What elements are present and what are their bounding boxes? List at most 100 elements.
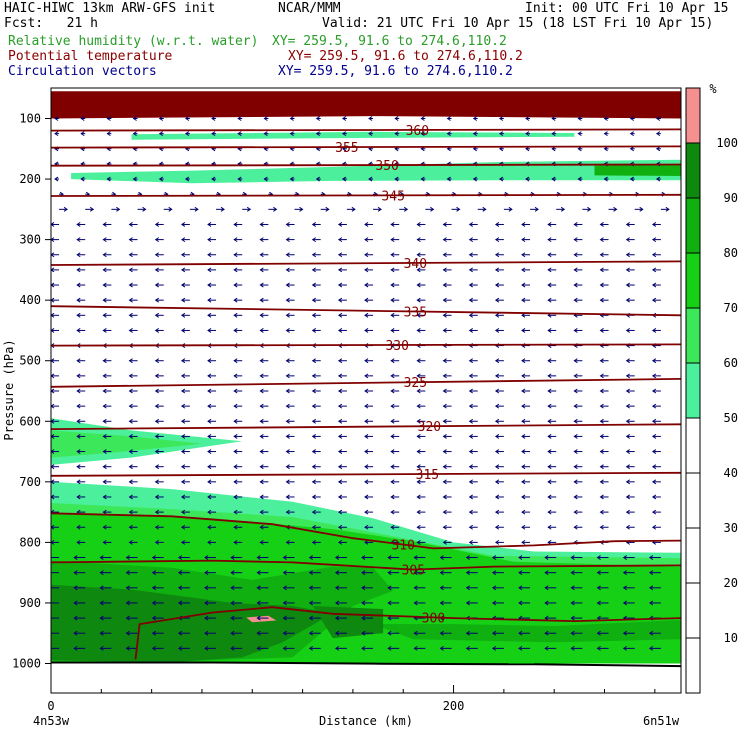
- vector-arrowhead: [651, 434, 657, 439]
- vector-arrowhead: [416, 312, 421, 318]
- vector-arrowhead: [498, 116, 504, 121]
- vector-arrowhead: [665, 206, 670, 212]
- vector-arrowhead: [158, 131, 163, 137]
- colorbar-tick-label: 50: [724, 411, 738, 425]
- vector-arrowhead: [76, 297, 81, 303]
- vector-arrowhead: [263, 176, 268, 182]
- vector-arrowhead: [125, 630, 130, 636]
- vector-arrowhead: [128, 479, 133, 485]
- vector-arrowhead: [211, 131, 216, 137]
- vector-arrowhead: [102, 524, 107, 530]
- vector-arrowhead: [128, 282, 133, 288]
- vector-arrowhead: [570, 645, 575, 651]
- vector-arrowhead: [573, 282, 578, 288]
- vector-arrowhead: [390, 373, 395, 379]
- vector-arrowhead: [311, 388, 316, 394]
- vector-arrowhead: [521, 237, 526, 243]
- vector-arrowhead: [154, 539, 159, 545]
- vector-arrowhead: [368, 131, 373, 137]
- vector-arrowhead: [573, 358, 578, 364]
- vector-arrowhead: [442, 252, 447, 258]
- vector-arrowhead: [204, 555, 209, 560]
- vector-arrowhead: [73, 585, 78, 591]
- rh-region-rh_100_box-7: [246, 615, 277, 623]
- theta-label-355: 355: [335, 141, 358, 156]
- vector-arrowhead: [651, 267, 657, 273]
- vector-arrowhead: [285, 297, 290, 303]
- vector-arrowhead: [106, 116, 111, 121]
- vector-arrowhead: [573, 509, 578, 515]
- vector-arrowhead: [648, 645, 654, 651]
- vector-arrowhead: [311, 524, 316, 530]
- theta-label-325: 325: [404, 376, 427, 391]
- vector-arrowhead: [442, 509, 447, 515]
- vector-arrowhead: [651, 524, 657, 530]
- vector-arrowhead: [599, 494, 604, 500]
- vector-arrowhead: [230, 585, 235, 591]
- vector-arrowhead: [655, 146, 661, 152]
- vector-arrowhead: [651, 373, 657, 379]
- vector-arrowhead: [573, 222, 578, 227]
- vector-arrowhead: [390, 494, 395, 500]
- vector-arrowhead: [233, 328, 238, 333]
- vector-arrowhead: [73, 600, 78, 606]
- colorbar-tick-label: 70: [724, 301, 738, 315]
- vector-arrowhead: [416, 237, 421, 243]
- vector-arrowhead: [390, 297, 395, 303]
- vector-arrowhead: [651, 282, 657, 288]
- vector-arrowhead: [308, 600, 313, 606]
- vector-arrowhead: [544, 630, 549, 636]
- rh-region-rh_80-11: [594, 164, 681, 176]
- rh-region-rh_60-9: [51, 430, 202, 458]
- vector-arrowhead: [285, 494, 290, 500]
- vector-arrowhead: [220, 206, 225, 212]
- vector-arrowhead: [560, 206, 566, 212]
- vector-arrowhead: [521, 388, 526, 394]
- vector-arrowhead: [599, 222, 604, 227]
- vector-arrowhead: [102, 509, 107, 515]
- vector-arrowhead: [259, 267, 264, 273]
- vector-arrowhead: [364, 267, 369, 273]
- vector-arrowhead: [625, 237, 630, 243]
- vector-arrowhead: [76, 237, 81, 243]
- vector-arrowhead: [99, 570, 104, 576]
- vector-arrowhead: [102, 388, 107, 394]
- vector-arrowhead: [128, 403, 133, 409]
- vector-arrowhead: [494, 539, 500, 545]
- vector-arrowhead: [154, 237, 159, 243]
- vector-arrowhead: [494, 358, 500, 364]
- vector-arrowhead: [416, 494, 421, 500]
- vector-arrowhead: [180, 539, 186, 545]
- vector-arrowhead: [361, 645, 366, 651]
- vector-arrowhead: [390, 328, 395, 333]
- vector-arrowhead: [472, 176, 477, 182]
- vector-arrowhead: [494, 449, 500, 454]
- vector-arrowhead: [80, 176, 85, 182]
- vector-arrowhead: [207, 464, 212, 470]
- vector-arrowhead: [468, 539, 473, 545]
- vector-arrowhead: [547, 449, 552, 454]
- x-tick-label: 200: [443, 699, 465, 713]
- vector-arrowhead: [465, 630, 470, 636]
- vector-arrowhead: [544, 615, 549, 621]
- vector-arrowhead: [518, 645, 523, 651]
- vector-arrowhead: [341, 116, 347, 121]
- vector-arrowhead: [180, 358, 186, 364]
- vector-arrowhead: [387, 615, 392, 621]
- vector-arrowhead: [233, 509, 238, 515]
- x-axis: 0 200: [47, 685, 656, 713]
- vector-arrowhead: [154, 524, 159, 530]
- vector-arrowhead: [207, 222, 212, 227]
- vector-arrowhead: [364, 539, 369, 545]
- vector-arrowhead: [151, 630, 156, 636]
- colorbar-swatch-60: [686, 308, 700, 363]
- vector-arrowhead: [521, 312, 526, 318]
- vector-arrowhead: [577, 176, 582, 182]
- vector-arrowhead: [132, 131, 137, 137]
- vector-arrowhead: [299, 206, 304, 212]
- vector-arrowhead: [142, 206, 147, 212]
- vector-arrowhead: [442, 479, 447, 485]
- vector-arrowhead: [521, 252, 526, 258]
- vector-arrowhead: [184, 176, 190, 182]
